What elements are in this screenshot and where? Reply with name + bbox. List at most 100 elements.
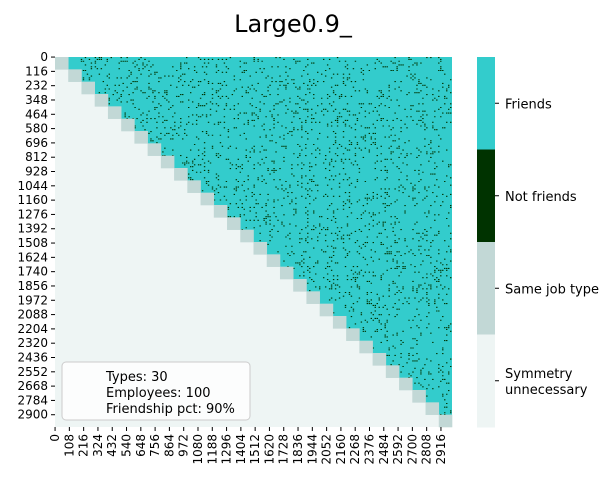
diagonal-block-19 (306, 291, 320, 304)
y-tick-label-14: 1624 (17, 250, 48, 264)
diagonal-block-27 (412, 390, 426, 403)
x-tick-label-11: 1188 (205, 434, 219, 465)
diagonal-block-8 (160, 155, 175, 169)
x-tick-label-10: 1080 (191, 434, 205, 465)
x-tick-label-15: 1620 (262, 434, 276, 465)
diagonal-block-23 (359, 340, 373, 354)
colorbar-label-0: Friends (505, 97, 552, 112)
diagonal-block-10 (187, 180, 201, 193)
not-friends-speckle (80, 57, 452, 416)
y-tick-label-0: 0 (40, 50, 48, 64)
colorbar-label-line: unnecessary (505, 383, 588, 398)
y-tick-label-6: 696 (25, 136, 48, 150)
x-tick-label-25: 2700 (405, 434, 419, 465)
colorbar-segment-3 (477, 334, 495, 428)
x-tick-label-20: 2160 (334, 434, 348, 465)
colorbar-label-1: Not friends (505, 190, 577, 205)
diagonal-block-21 (332, 316, 347, 329)
colorbar-label-2: Same job type (505, 282, 599, 297)
diagonal-block-18 (293, 279, 307, 292)
diagonal-block-11 (200, 192, 215, 206)
y-tick-label-18: 2088 (17, 308, 48, 322)
diagonal-block-14 (240, 229, 254, 243)
x-tick-label-8: 864 (162, 434, 176, 457)
y-axis: 0116232348464580696812928104411601276139… (17, 50, 55, 422)
diagonal-block-13 (227, 217, 241, 230)
y-tick-label-25: 2900 (17, 408, 48, 422)
x-tick-label-1: 108 (62, 434, 76, 457)
x-tick-label-12: 1296 (220, 434, 234, 465)
diagonal-block-28 (425, 402, 440, 415)
colorbar-segment-2 (477, 242, 495, 335)
diagonal-block-9 (174, 168, 188, 181)
y-tick-label-9: 1044 (17, 179, 48, 193)
y-tick-label-17: 1972 (17, 293, 48, 307)
x-tick-label-23: 2484 (377, 434, 391, 465)
x-tick-label-21: 2268 (348, 434, 362, 465)
colorbar-label-line: Same job type (505, 282, 599, 297)
y-tick-label-23: 2668 (17, 379, 48, 393)
x-tick-label-27: 2916 (434, 434, 448, 465)
y-tick-label-8: 928 (25, 165, 48, 179)
y-tick-label-2: 232 (25, 79, 48, 93)
colorbar: Friends Not friends Same job type Symmetry u… (477, 57, 599, 428)
y-tick-label-13: 1508 (17, 236, 48, 250)
x-tick-label-4: 432 (105, 434, 119, 457)
y-tick-label-16: 1856 (17, 279, 48, 293)
x-tick-label-22: 2376 (362, 434, 376, 465)
diagonal-block-7 (147, 143, 162, 156)
diagonal-block-12 (213, 205, 228, 218)
x-tick-label-9: 972 (177, 434, 191, 457)
y-tick-label-10: 1160 (17, 193, 48, 207)
annotation-friendship-pct: Friendship pct: 90% (106, 402, 235, 417)
diagonal-block-3 (94, 94, 109, 107)
x-tick-label-14: 1512 (248, 434, 262, 465)
y-tick-label-21: 2436 (17, 351, 48, 365)
chart-title: Large0.9_ (234, 10, 353, 38)
colorbar-segment-1 (477, 149, 495, 243)
diagonal-block-2 (81, 81, 95, 95)
diagonal-block-0 (55, 57, 69, 70)
x-tick-label-16: 1728 (277, 434, 291, 465)
x-tick-label-13: 1404 (234, 434, 248, 465)
y-tick-label-1: 116 (25, 64, 48, 78)
colorbar-segment-0 (477, 57, 495, 150)
y-tick-label-19: 2204 (17, 322, 48, 336)
y-tick-label-20: 2320 (17, 336, 48, 350)
diagonal-block-15 (253, 242, 268, 255)
diagonal-block-4 (107, 106, 122, 119)
x-tick-label-19: 2052 (320, 434, 334, 465)
x-tick-label-6: 648 (134, 434, 148, 457)
annotation-box-frame (61, 361, 251, 421)
heatmap-diagonal-blocks (55, 57, 453, 428)
y-tick-label-15: 1740 (17, 265, 48, 279)
diagonal-block-16 (266, 254, 281, 267)
annotation-types: Types: 30 (105, 370, 168, 385)
y-tick-label-5: 580 (25, 122, 48, 136)
diagonal-block-1 (68, 69, 82, 82)
diagonal-block-22 (346, 328, 360, 341)
x-tick-label-0: 0 (48, 434, 62, 442)
colorbar-label-3: Symmetry unnecessary (505, 367, 588, 398)
x-axis: 0 108 216 324 432 540 648 756 864 972 1080 1188 1296… (48, 427, 448, 465)
y-tick-label-3: 348 (25, 93, 48, 107)
colorbar-label-line: Not friends (505, 190, 577, 205)
diagonal-block-6 (134, 131, 148, 144)
x-tick-label-18: 1944 (305, 434, 319, 465)
y-tick-label-22: 2552 (17, 365, 48, 379)
x-tick-label-7: 756 (148, 434, 162, 457)
annotation-employees: Employees: 100 (106, 386, 210, 401)
y-tick-label-12: 1392 (17, 222, 48, 236)
diagonal-block-5 (121, 118, 135, 132)
y-tick-label-7: 812 (25, 150, 48, 164)
x-tick-label-2: 216 (77, 434, 91, 457)
colorbar-label-line: Friends (505, 97, 552, 112)
heatmap-not-friends-marks (80, 57, 452, 416)
x-tick-label-3: 324 (91, 434, 105, 457)
y-tick-label-4: 464 (25, 107, 48, 121)
diagonal-block-17 (279, 266, 294, 280)
x-tick-label-24: 2592 (391, 434, 405, 465)
diagonal-block-20 (319, 303, 334, 317)
colorbar-label-line: Symmetry (505, 367, 573, 382)
